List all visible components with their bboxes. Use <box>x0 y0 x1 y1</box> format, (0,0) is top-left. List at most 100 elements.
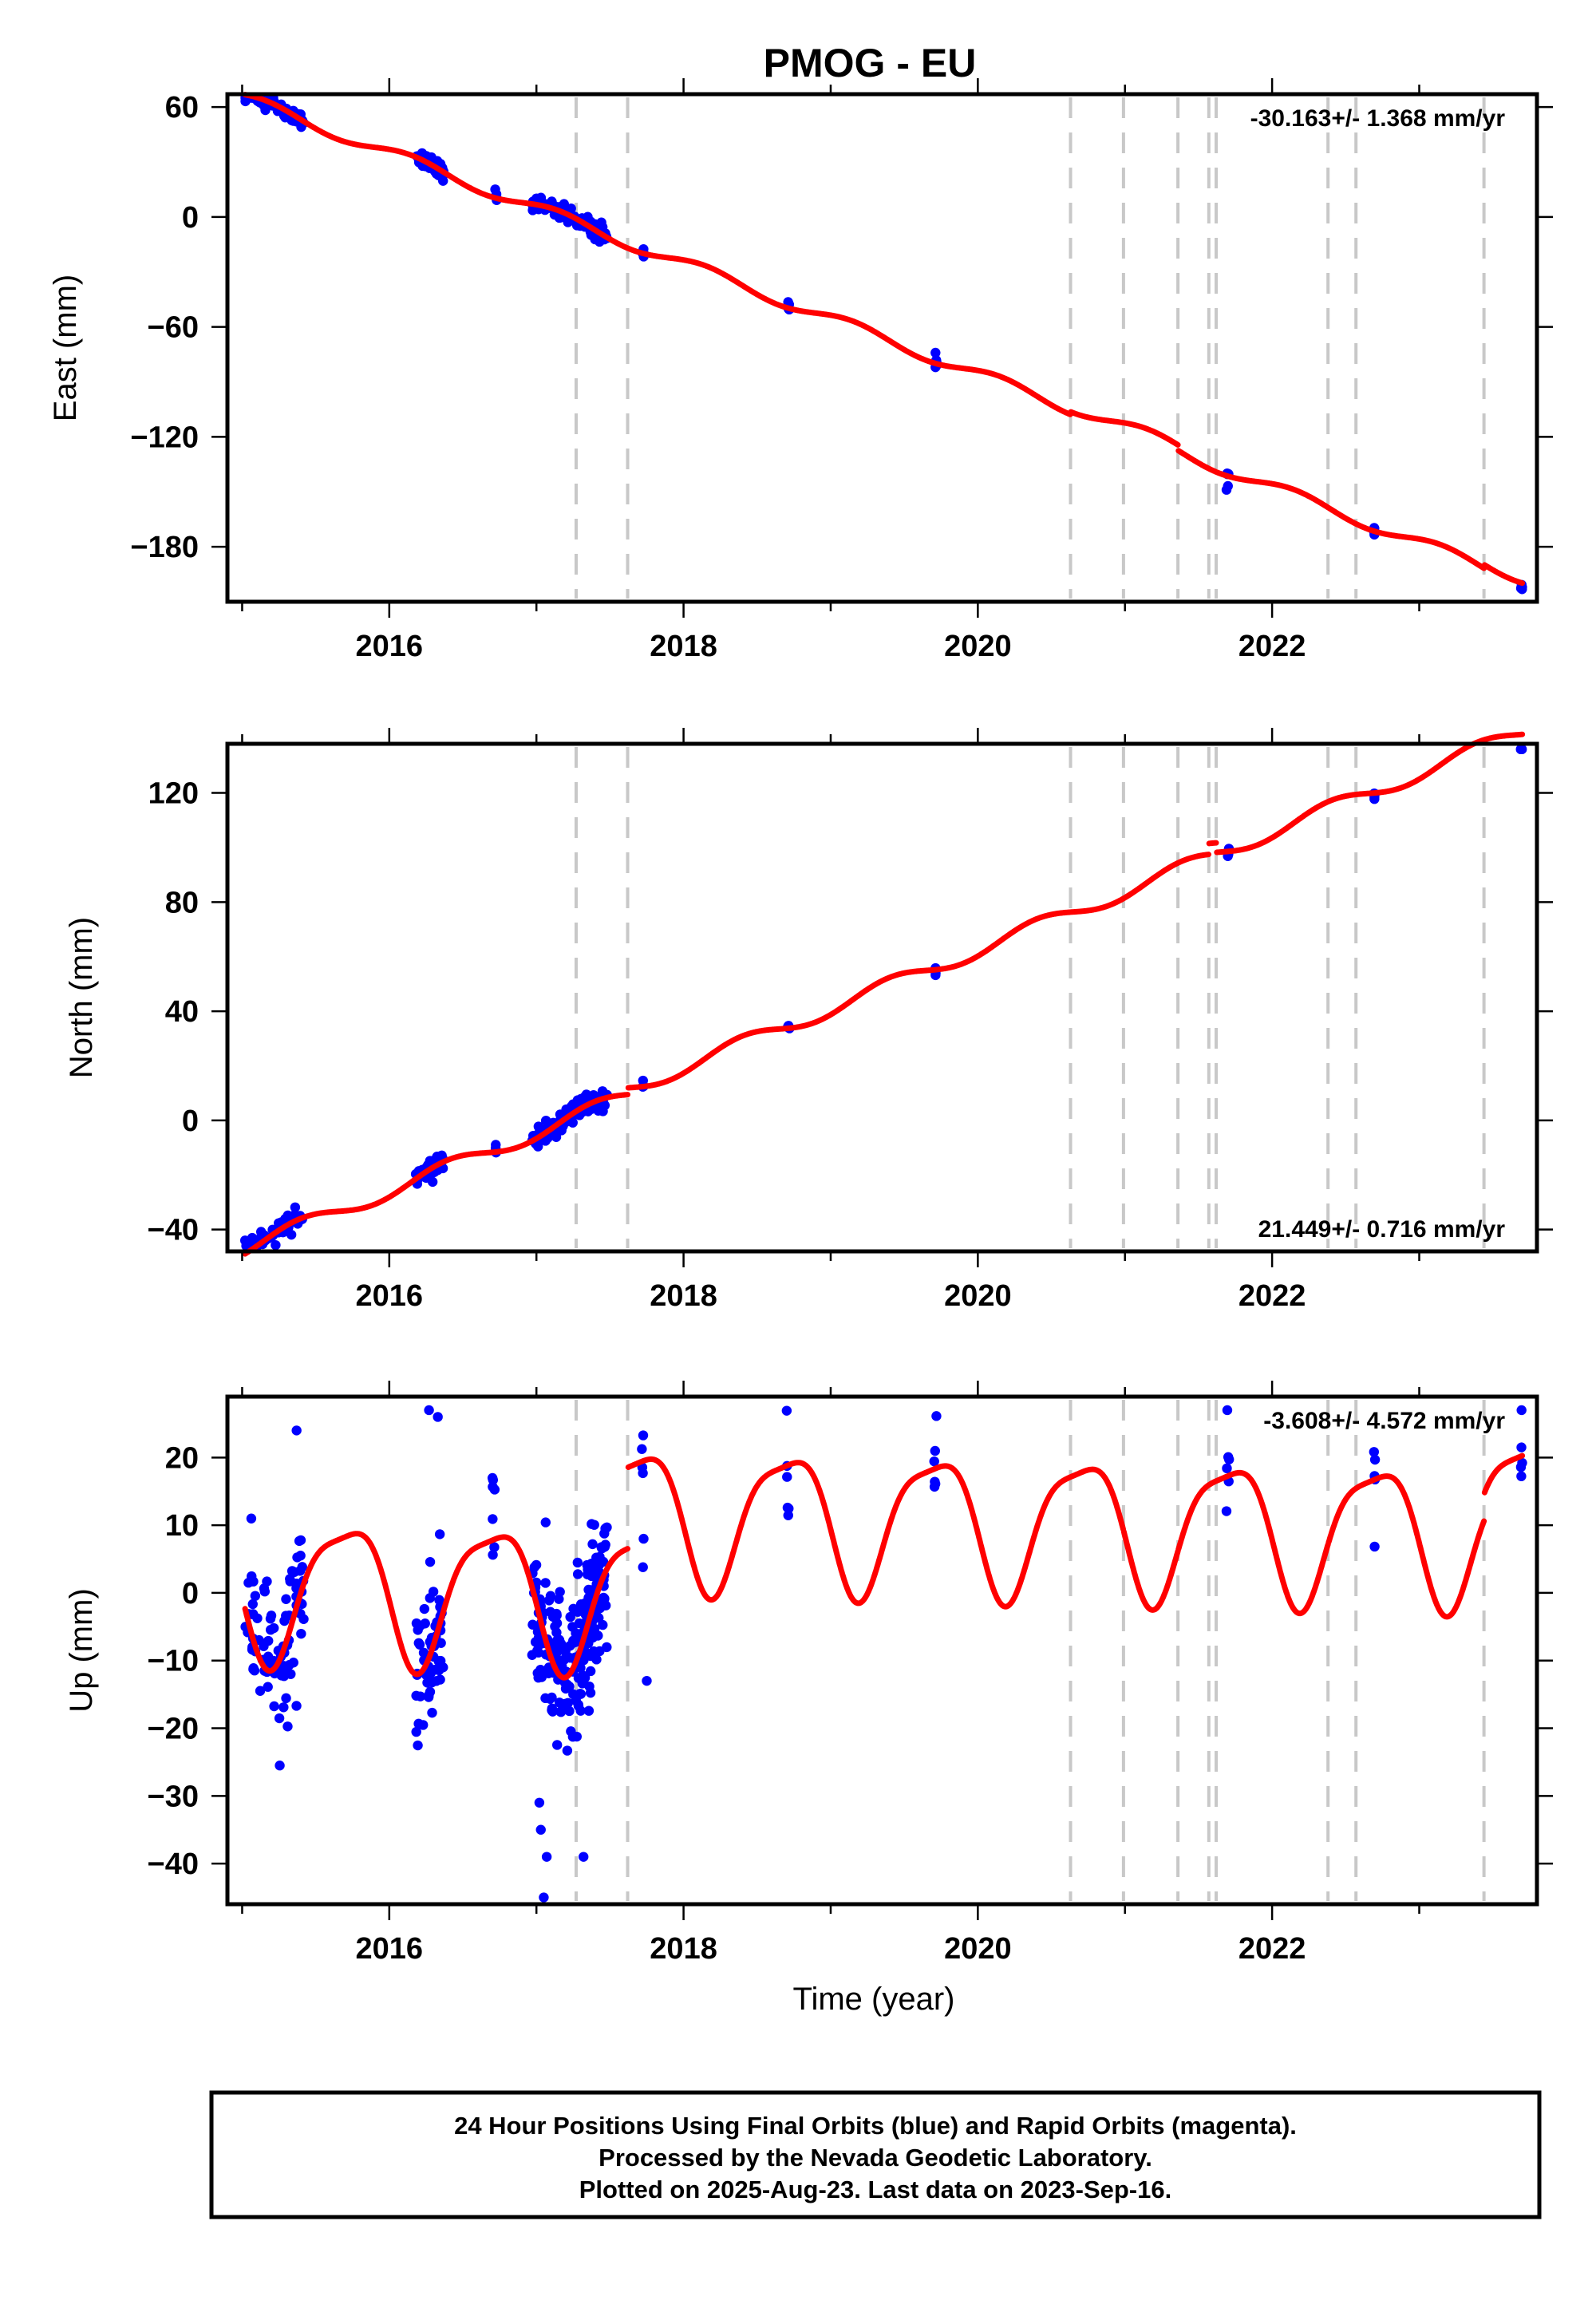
up-point-341 <box>547 1692 557 1703</box>
east-ytick-label--180: −180 <box>130 531 199 564</box>
north-ytick-label--40: −40 <box>148 1214 199 1247</box>
up-point-54 <box>288 1658 298 1668</box>
up-point-291 <box>551 1608 562 1619</box>
north-ytick-label-40: 40 <box>165 995 199 1029</box>
up-point-139 <box>422 1678 433 1688</box>
up-point-156 <box>488 1475 499 1485</box>
up-point-81 <box>248 1663 259 1674</box>
up-point-427 <box>424 1405 434 1416</box>
up-point-418 <box>1516 1405 1527 1416</box>
up-point-102 <box>411 1726 421 1737</box>
up-point-277 <box>564 1705 575 1717</box>
north-ticks <box>211 728 1553 1267</box>
up-point-392 <box>638 1430 649 1441</box>
up-ytick-label--30: −30 <box>148 1780 199 1813</box>
up-model-line <box>242 1452 1526 1681</box>
east-model-line <box>242 92 1526 587</box>
up-point-76 <box>297 1562 307 1572</box>
up-point-381 <box>575 1689 587 1699</box>
up-point-98 <box>419 1603 430 1614</box>
up-point-86 <box>262 1576 272 1587</box>
up-point-179 <box>565 1611 575 1622</box>
up-point-84 <box>276 1666 287 1676</box>
east-point-206 <box>566 204 576 214</box>
east-point-52 <box>260 105 271 116</box>
up-point-422 <box>541 1852 552 1862</box>
north-xtick-label-2020: 2020 <box>944 1279 1012 1313</box>
east-ytick-label--120: −120 <box>130 421 199 454</box>
up-point-340 <box>554 1697 565 1708</box>
up-point-398 <box>782 1472 792 1482</box>
up-point-428 <box>433 1412 443 1422</box>
east-plot-frame <box>225 92 1539 604</box>
east-xtick-label-2016: 2016 <box>356 630 424 663</box>
north-observations <box>239 744 1527 1251</box>
up-point-6 <box>279 1702 289 1713</box>
up-xtick-label-2022: 2022 <box>1238 1932 1306 1966</box>
east-ytick-label-60: 60 <box>165 91 199 124</box>
up-point-128 <box>411 1690 421 1701</box>
up-point-79 <box>295 1535 306 1546</box>
up-point-124 <box>436 1638 446 1648</box>
up-point-225 <box>540 1517 551 1528</box>
north-x-tick-labels: 2016 2018 2020 2022 <box>356 1279 1306 1313</box>
up-point-34 <box>281 1594 291 1604</box>
up-point-151 <box>489 1542 500 1552</box>
up-point-334 <box>595 1646 605 1657</box>
up-point-409 <box>1221 1506 1232 1516</box>
up-point-397 <box>782 1502 793 1513</box>
caption-line-3: Plotted on 2025-Aug-23. Last data on 202… <box>579 2176 1171 2203</box>
up-point-309 <box>545 1591 556 1601</box>
up-ytick-label-20: 20 <box>165 1441 199 1475</box>
up-rate-label: -3.608+/- 4.572 mm/yr <box>1263 1408 1505 1434</box>
chart-title: PMOG - EU <box>764 41 977 85</box>
caption-line-2: Processed by the Nevada Geodetic Laborat… <box>598 2144 1152 2172</box>
up-point-147 <box>418 1720 429 1730</box>
up-point-362 <box>600 1539 610 1550</box>
up-point-221 <box>527 1619 538 1630</box>
up-point-417 <box>1516 1471 1527 1482</box>
up-ticks <box>211 1381 1553 1920</box>
up-point-375 <box>547 1703 558 1713</box>
up-point-373 <box>568 1603 579 1614</box>
up-point-13 <box>247 1599 258 1610</box>
up-point-421 <box>539 1892 549 1903</box>
up-point-376 <box>562 1679 573 1690</box>
east-ytick-label-0: 0 <box>182 201 199 235</box>
north-point-173 <box>598 1106 608 1117</box>
up-point-342 <box>598 1619 608 1630</box>
up-point-10 <box>296 1628 306 1639</box>
up-point-199 <box>583 1705 595 1716</box>
east-point-198 <box>596 217 606 227</box>
north-xtick-label-2018: 2018 <box>650 1279 717 1313</box>
up-point-49 <box>281 1693 291 1704</box>
up-point-137 <box>425 1593 435 1603</box>
up-point-310 <box>562 1745 573 1756</box>
up-point-244 <box>583 1584 594 1595</box>
up-point-28 <box>274 1713 285 1724</box>
east-xtick-label-2022: 2022 <box>1238 630 1306 663</box>
caption-line-1: 24 Hour Positions Using Final Orbits (bl… <box>454 2112 1297 2140</box>
up-point-269 <box>554 1594 564 1604</box>
up-point-88 <box>255 1686 266 1696</box>
up-point-384 <box>529 1562 539 1572</box>
up-point-94 <box>413 1740 423 1751</box>
east-rate-label: -30.163+/- 1.368 mm/yr <box>1250 105 1506 132</box>
up-point-430 <box>642 1675 652 1686</box>
up-offset-lines <box>574 1400 1486 1901</box>
up-point-330 <box>587 1539 598 1550</box>
north-point-245 <box>1516 744 1527 755</box>
up-point-379 <box>554 1634 565 1646</box>
east-xtick-label-2020: 2020 <box>944 630 1012 663</box>
east-y-axis-label: East (mm) <box>48 275 83 421</box>
up-point-396 <box>783 1510 793 1520</box>
north-xtick-label-2022: 2022 <box>1238 1279 1306 1313</box>
east-point-234 <box>1223 480 1233 492</box>
up-point-414 <box>1369 1541 1380 1552</box>
up-point-324 <box>585 1666 596 1677</box>
caption-frame <box>209 2090 1542 2219</box>
up-point-109 <box>434 1529 445 1539</box>
up-point-253 <box>566 1726 576 1737</box>
up-point-73 <box>269 1701 279 1712</box>
